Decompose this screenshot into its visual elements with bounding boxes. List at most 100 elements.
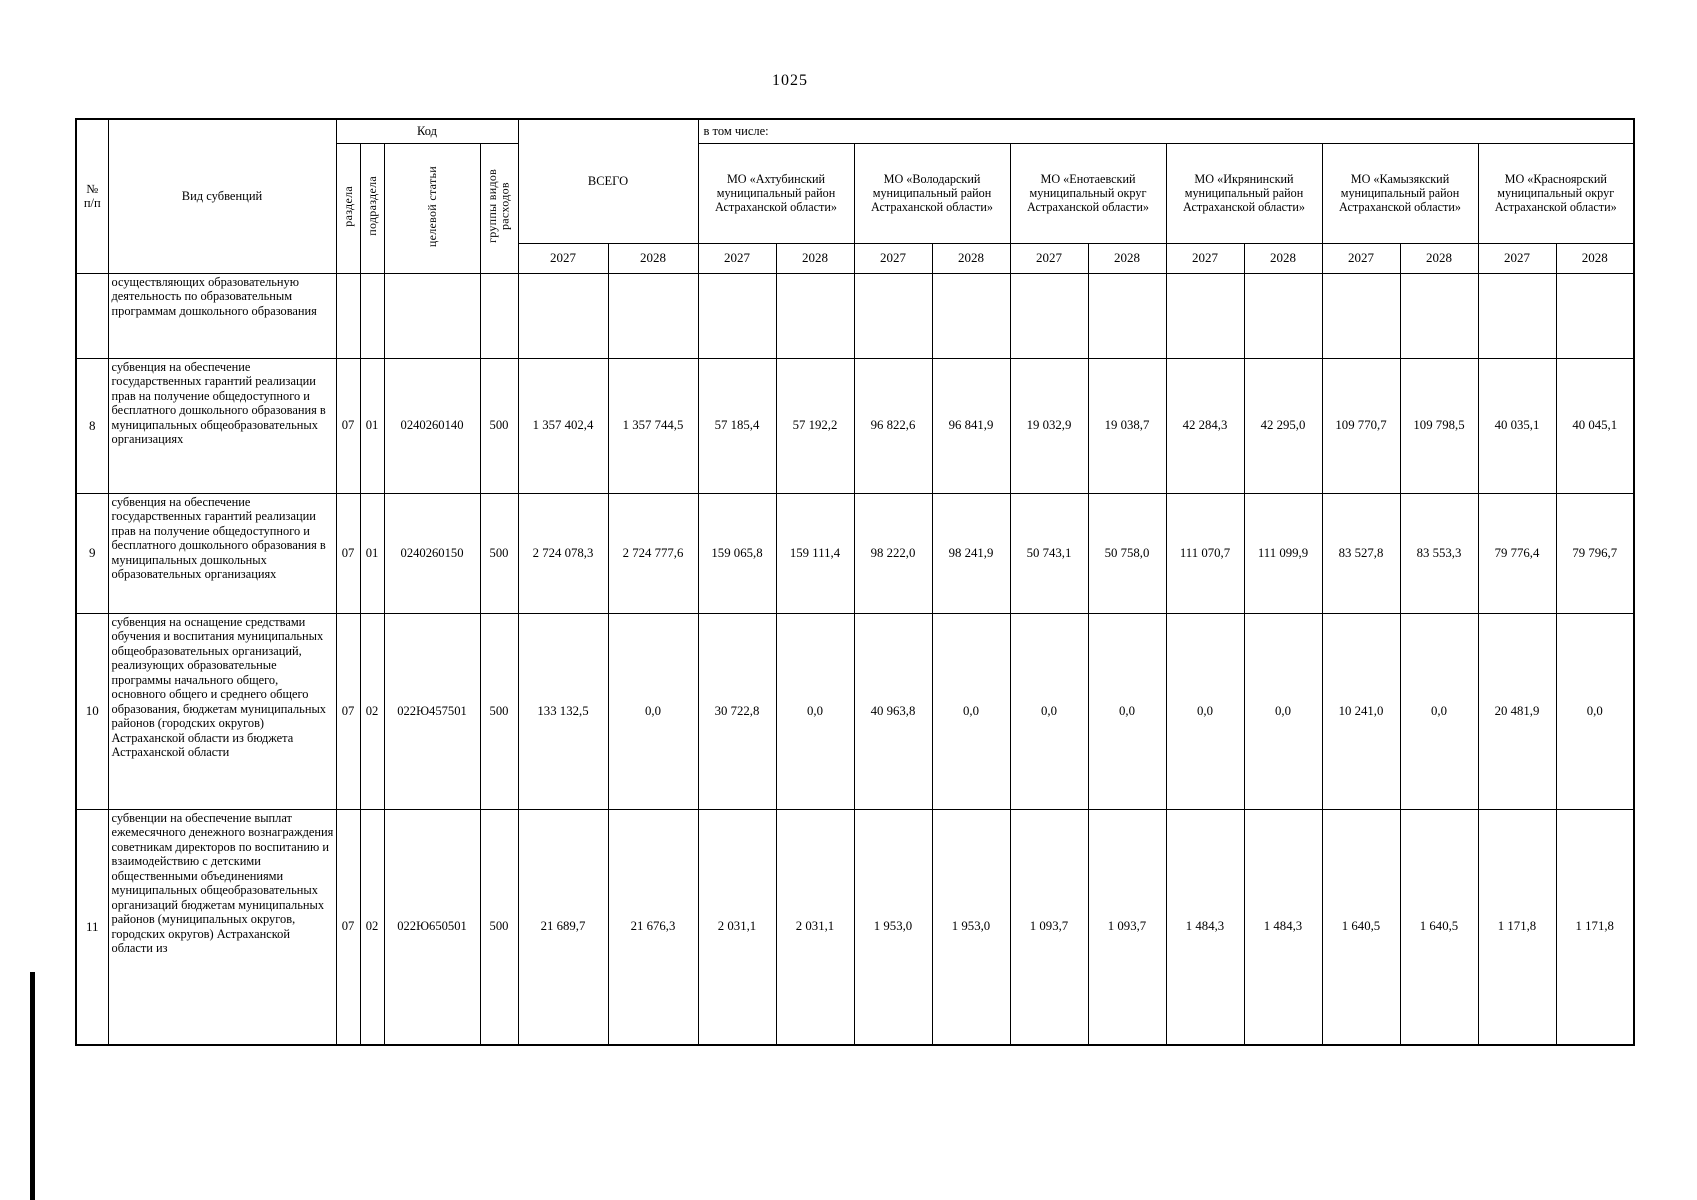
value-cell: 83 527,8	[1321, 492, 1401, 614]
code-podrazdel: 01	[359, 357, 385, 494]
code-podrazdel: 01	[359, 492, 385, 614]
code-expense-group: 500	[479, 808, 519, 1046]
table-header: № п/п Вид субвенций Код ВСЕГО в том числ…	[75, 118, 1635, 274]
value-cell: 1 484,3	[1243, 808, 1323, 1046]
value-cell: 0,0	[1243, 612, 1323, 810]
value-cell	[697, 272, 777, 359]
value-cell: 1 357 402,4	[517, 357, 609, 494]
year-header: 2027	[1165, 242, 1245, 274]
row-number: 9	[75, 492, 109, 614]
code-razdel: 07	[335, 612, 361, 810]
col-header-code-group: Код	[335, 118, 519, 144]
code-target-article: 022Ю650501	[383, 808, 481, 1046]
value-cell	[607, 272, 699, 359]
value-cell: 0,0	[931, 612, 1011, 810]
col-header-num: № п/п	[75, 118, 109, 274]
code-target-article	[383, 272, 481, 359]
table-row: 9 субвенция на обеспечение государственны…	[75, 492, 1635, 614]
code-target-article: 0240260150	[383, 492, 481, 614]
value-cell: 42 295,0	[1243, 357, 1323, 494]
year-header: 2028	[1243, 242, 1323, 274]
rotated-label-podrazdel: подраздела	[364, 176, 379, 237]
year-header: 2027	[1009, 242, 1089, 274]
subvention-name: субвенция на обеспечение государственных…	[107, 357, 337, 494]
col-header-muni-krasnoyarsky: МО «Красноярский муниципальный округ Аст…	[1477, 142, 1635, 244]
scan-artifact-line	[30, 972, 35, 1200]
value-cell: 0,0	[1399, 612, 1479, 810]
year-header: 2028	[1555, 242, 1635, 274]
col-header-including: в том числе:	[697, 118, 1635, 144]
value-cell: 1 093,7	[1009, 808, 1089, 1046]
year-header: 2028	[1399, 242, 1479, 274]
code-target-article: 022Ю457501	[383, 612, 481, 810]
value-cell: 2 724 777,6	[607, 492, 699, 614]
value-cell	[1399, 272, 1479, 359]
value-cell	[1087, 272, 1167, 359]
year-header: 2028	[775, 242, 855, 274]
col-header-muni-akhtubinsky: МО «Ахтубинский муниципальный район Астр…	[697, 142, 855, 244]
row-number	[75, 272, 109, 359]
value-cell: 1 640,5	[1399, 808, 1479, 1046]
value-cell: 1 093,7	[1087, 808, 1167, 1046]
value-cell: 1 484,3	[1165, 808, 1245, 1046]
col-header-target: целевой статьи	[383, 142, 481, 274]
code-podrazdel: 02	[359, 808, 385, 1046]
value-cell	[1009, 272, 1089, 359]
value-cell: 40 045,1	[1555, 357, 1635, 494]
value-cell: 19 038,7	[1087, 357, 1167, 494]
value-cell: 30 722,8	[697, 612, 777, 810]
row-number: 8	[75, 357, 109, 494]
year-header: 2028	[607, 242, 699, 274]
value-cell: 133 132,5	[517, 612, 609, 810]
value-cell: 57 185,4	[697, 357, 777, 494]
header-row-groups: № п/п Вид субвенций Код ВСЕГО в том числ…	[75, 118, 1635, 274]
col-header-muni-volodarsky: МО «Володарский муниципальный район Астр…	[853, 142, 1011, 244]
value-cell: 159 111,4	[775, 492, 855, 614]
value-cell: 109 770,7	[1321, 357, 1401, 494]
code-expense-group: 500	[479, 612, 519, 810]
year-header: 2027	[853, 242, 933, 274]
value-cell: 0,0	[1165, 612, 1245, 810]
rotated-label-group: группы видов расходов	[485, 169, 512, 244]
year-header: 2027	[1321, 242, 1401, 274]
col-header-muni-ikryaninsky: МО «Икрянинский муниципальный район Астр…	[1165, 142, 1323, 244]
value-cell	[1555, 272, 1635, 359]
row-number: 10	[75, 612, 109, 810]
value-cell: 96 841,9	[931, 357, 1011, 494]
table-row: 11 субвенции на обеспечение выплат ежемес…	[75, 808, 1635, 1046]
value-cell: 2 031,1	[775, 808, 855, 1046]
value-cell: 1 171,8	[1477, 808, 1557, 1046]
year-header: 2027	[697, 242, 777, 274]
col-header-muni-enotaevsky: МО «Енотаевский муниципальный округ Астр…	[1009, 142, 1167, 244]
year-header: 2027	[1477, 242, 1557, 274]
year-header: 2027	[517, 242, 609, 274]
code-razdel	[335, 272, 361, 359]
subvention-name: субвенция на обеспечение государственных…	[107, 492, 337, 614]
value-cell: 0,0	[607, 612, 699, 810]
value-cell	[1321, 272, 1401, 359]
value-cell: 50 743,1	[1009, 492, 1089, 614]
table-row: 10 субвенция на оснащение средствами обуч…	[75, 612, 1635, 810]
value-cell: 0,0	[1009, 612, 1089, 810]
value-cell: 1 953,0	[931, 808, 1011, 1046]
value-cell: 21 676,3	[607, 808, 699, 1046]
code-expense-group: 500	[479, 357, 519, 494]
value-cell: 20 481,9	[1477, 612, 1557, 810]
subvention-name: субвенции на обеспечение выплат ежемесяч…	[107, 808, 337, 1046]
value-cell: 98 222,0	[853, 492, 933, 614]
code-podrazdel	[359, 272, 385, 359]
value-cell: 2 031,1	[697, 808, 777, 1046]
col-header-podrazdel: подраздела	[359, 142, 385, 274]
col-header-group: группы видов расходов	[479, 142, 519, 274]
value-cell	[1243, 272, 1323, 359]
value-cell	[1477, 272, 1557, 359]
value-cell: 79 796,7	[1555, 492, 1635, 614]
code-expense-group: 500	[479, 492, 519, 614]
table-row: 8 субвенция на обеспечение государственны…	[75, 357, 1635, 494]
col-header-kind: Вид субвенций	[107, 118, 337, 274]
header-row-columns: раздела подраздела целевой статьи группы…	[76, 142, 1635, 274]
year-header: 2028	[1087, 242, 1167, 274]
value-cell: 96 822,6	[853, 357, 933, 494]
col-header-razdel: раздела	[335, 142, 361, 274]
value-cell: 0,0	[1087, 612, 1167, 810]
